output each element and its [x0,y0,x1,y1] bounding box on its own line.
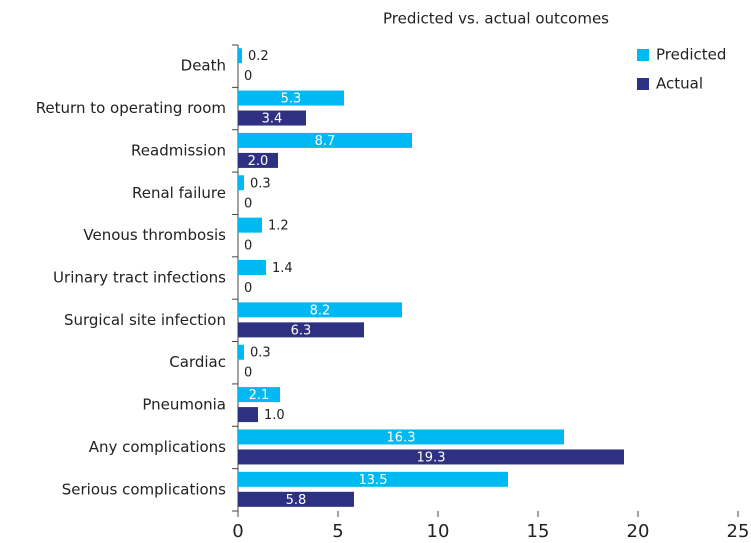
bar [238,387,280,403]
x-tick-label: 0 [232,521,243,542]
value-label: 0.3 [250,346,271,361]
legend-swatch [637,49,649,61]
value-label: 2.1 [249,388,270,403]
bar [238,491,354,507]
value-label: 16.3 [387,430,416,445]
y-tick-label: Venous thrombosis [83,226,226,244]
value-label: 5.3 [281,92,302,107]
value-label: 0.3 [250,176,271,191]
value-label: 19.3 [417,450,446,465]
x-tick-label: 10 [427,521,450,542]
y-tick-label: Urinary tract infections [53,269,226,287]
bar [238,152,278,168]
y-tick-label: Serious complications [62,480,226,498]
value-label: 0 [244,239,252,254]
value-label: 0 [244,366,252,381]
value-label: 0.2 [248,49,269,64]
y-tick-label: Surgical site infection [64,311,226,329]
legend-swatch [637,78,649,90]
bar [238,322,364,338]
x-tick-label: 5 [332,521,343,542]
x-tick-label: 25 [727,521,750,542]
value-label: 8.7 [315,134,336,149]
value-label: 6.3 [291,323,312,338]
value-label: 0 [244,281,252,296]
y-tick-label: Any complications [89,438,226,456]
y-tick-label: Pneumonia [142,396,226,414]
y-tick-label: Death [181,57,226,75]
value-label: 13.5 [359,473,388,488]
bar [238,260,266,275]
legend-label: Predicted [656,46,726,64]
legend-label: Actual [656,75,703,93]
value-label: 8.2 [310,303,331,318]
bar [238,175,244,191]
bar [238,344,244,360]
bar [238,90,344,106]
value-label: 1.2 [268,219,289,234]
bar [238,48,242,64]
value-label: 1.4 [272,261,293,276]
bar [238,302,402,318]
bar [238,471,508,487]
bar [238,110,306,126]
bar [238,429,564,445]
bar [238,217,262,233]
bar [238,449,624,465]
x-tick-label: 15 [527,521,550,542]
value-label: 5.8 [286,493,307,508]
bar [238,407,258,423]
x-tick-label: 20 [627,521,650,542]
y-tick-label: Renal failure [132,184,226,202]
value-label: 2.0 [248,154,269,169]
y-tick-label: Return to operating room [36,99,226,117]
value-label: 0 [244,196,252,211]
value-label: 0 [244,69,252,84]
bar [238,132,412,148]
value-label: 1.0 [264,408,285,423]
value-label: 3.4 [262,112,283,127]
y-tick-label: Cardiac [169,353,226,371]
y-tick-label: Readmission [131,141,226,159]
chart-title: Predicted vs. actual outcomes [383,10,609,28]
